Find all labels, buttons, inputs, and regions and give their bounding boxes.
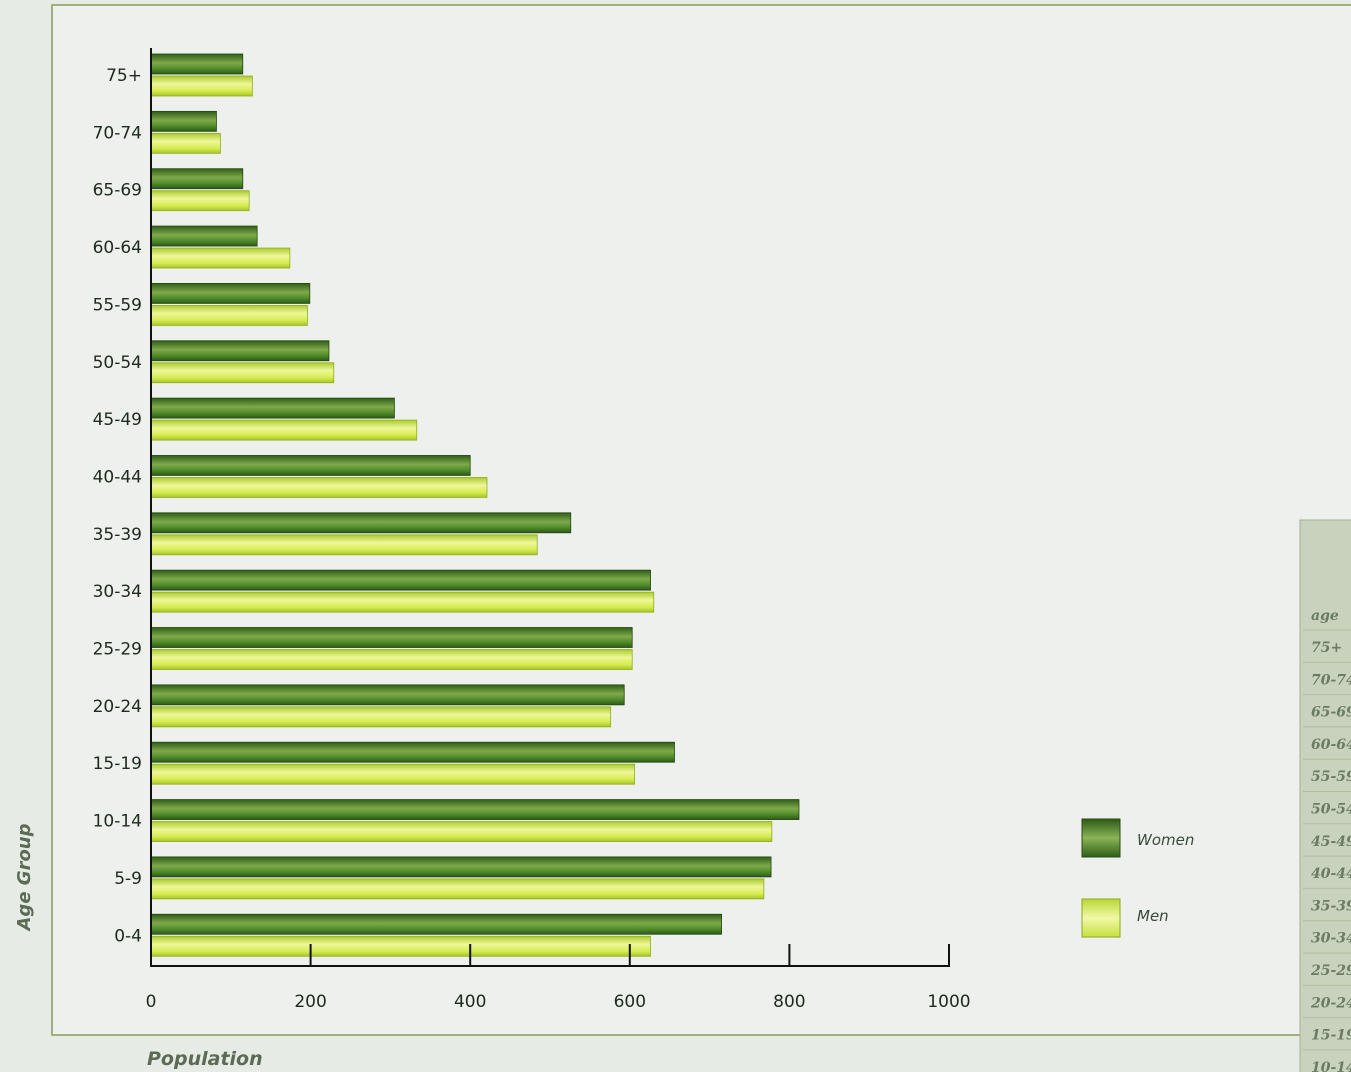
x-tick-label: 200 [294, 992, 326, 1012]
side-table-row: 30-34 [1311, 931, 1351, 947]
side-table-rows: 75+ 70-74 65-69 60-64 55-59 50-54 45-49 40-44 35… [1303, 629, 1351, 1072]
bar-women-75+ [150, 53, 244, 75]
bars-layer [150, 53, 800, 957]
y-tick-label: 65-69 [93, 181, 142, 201]
y-tick-label: 5-9 [114, 869, 142, 889]
y-tick-label: 55-59 [93, 295, 142, 315]
side-table-row: 35-39 [1311, 898, 1351, 914]
bar-men-30-34 [150, 591, 655, 613]
y-tick-label: 0-4 [114, 926, 142, 946]
side-table: age 75+ 70-74 65-69 60-64 55-59 50-54 45-49 40-… [1299, 519, 1351, 1072]
side-table-panel [1299, 519, 1351, 1072]
x-tick-label: 600 [614, 992, 646, 1012]
side-table-row: 20-24 [1310, 995, 1351, 1011]
bar-men-15-19 [150, 763, 635, 785]
x-tick-label: 0 [146, 992, 157, 1012]
side-table-header: age [1311, 608, 1339, 624]
y-tick-layer: 75+ 70-74 65-69 60-64 55-59 50-54 45-49 40-44 35… [93, 66, 142, 946]
bar-men-75+ [150, 75, 253, 97]
bar-men-55-59 [150, 304, 308, 326]
bar-men-60-64 [150, 247, 291, 269]
bar-women-70-74 [150, 110, 217, 132]
y-tick-label: 25-29 [93, 640, 142, 660]
y-tick-label: 75+ [106, 66, 142, 86]
bar-men-0-4 [150, 935, 651, 957]
bar-women-60-64 [150, 225, 258, 247]
side-table-row: 25-29 [1310, 963, 1351, 979]
bar-women-30-34 [150, 569, 651, 591]
bar-men-35-39 [150, 534, 538, 556]
bar-men-10-14 [150, 821, 773, 842]
side-table-row: 15-19 [1311, 1028, 1351, 1044]
bar-men-20-24 [150, 706, 612, 728]
y-tick-label: 15-19 [93, 754, 142, 774]
y-tick-label: 20-24 [93, 697, 142, 717]
bar-men-40-44 [150, 477, 488, 498]
bar-women-45-49 [150, 397, 395, 419]
y-axis-title: Age Group [14, 823, 35, 932]
x-tick-label: 1000 [927, 992, 970, 1012]
bar-women-0-4 [150, 913, 722, 935]
bar-men-70-74 [150, 132, 221, 154]
side-table-row: 50-54 [1311, 802, 1351, 818]
bar-women-10-14 [150, 799, 800, 820]
bar-women-25-29 [150, 627, 633, 648]
y-tick-label: 45-49 [93, 410, 142, 430]
bar-women-55-59 [150, 282, 311, 304]
bar-women-5-9 [150, 856, 772, 878]
legend: Women Men [1081, 818, 1194, 938]
side-table-row: 60-64 [1311, 737, 1351, 753]
x-tick-layer: 0 200 400 600 800 1000 [146, 944, 971, 1012]
y-tick-label: 50-54 [93, 353, 142, 373]
bar-women-20-24 [150, 684, 625, 706]
y-tick-label: 30-34 [93, 582, 142, 602]
y-tick-label: 60-64 [93, 238, 142, 258]
side-table-row: 70-74 [1311, 672, 1351, 688]
bar-men-5-9 [150, 878, 765, 900]
y-tick-label: 35-39 [93, 525, 142, 545]
legend-label-men: Men [1137, 907, 1169, 925]
side-table-row: 55-59 [1311, 769, 1351, 785]
bar-women-15-19 [150, 741, 675, 763]
side-table-row: 65-69 [1311, 705, 1351, 721]
x-axis-title: Population [147, 1048, 263, 1070]
legend-swatch-men [1081, 898, 1121, 938]
side-table-row: 75+ [1311, 640, 1342, 656]
side-table-row: 10-14 [1311, 1060, 1351, 1072]
legend-label-women: Women [1137, 831, 1194, 849]
bar-women-35-39 [150, 512, 572, 534]
bar-women-65-69 [150, 168, 244, 190]
side-table-row: 45-49 [1311, 834, 1351, 850]
side-table-row: 40-44 [1311, 866, 1351, 882]
bar-women-40-44 [150, 455, 471, 476]
bar-men-25-29 [150, 649, 633, 670]
y-tick-label: 40-44 [93, 467, 142, 487]
bar-women-50-54 [150, 340, 330, 362]
bar-men-65-69 [150, 190, 250, 212]
y-tick-label: 70-74 [93, 123, 142, 143]
x-tick-label: 400 [454, 992, 486, 1012]
bar-men-45-49 [150, 419, 418, 441]
x-tick-label: 800 [773, 992, 805, 1012]
bar-men-50-54 [150, 362, 335, 384]
legend-swatch-women [1081, 818, 1121, 858]
y-tick-label: 10-14 [93, 812, 142, 832]
